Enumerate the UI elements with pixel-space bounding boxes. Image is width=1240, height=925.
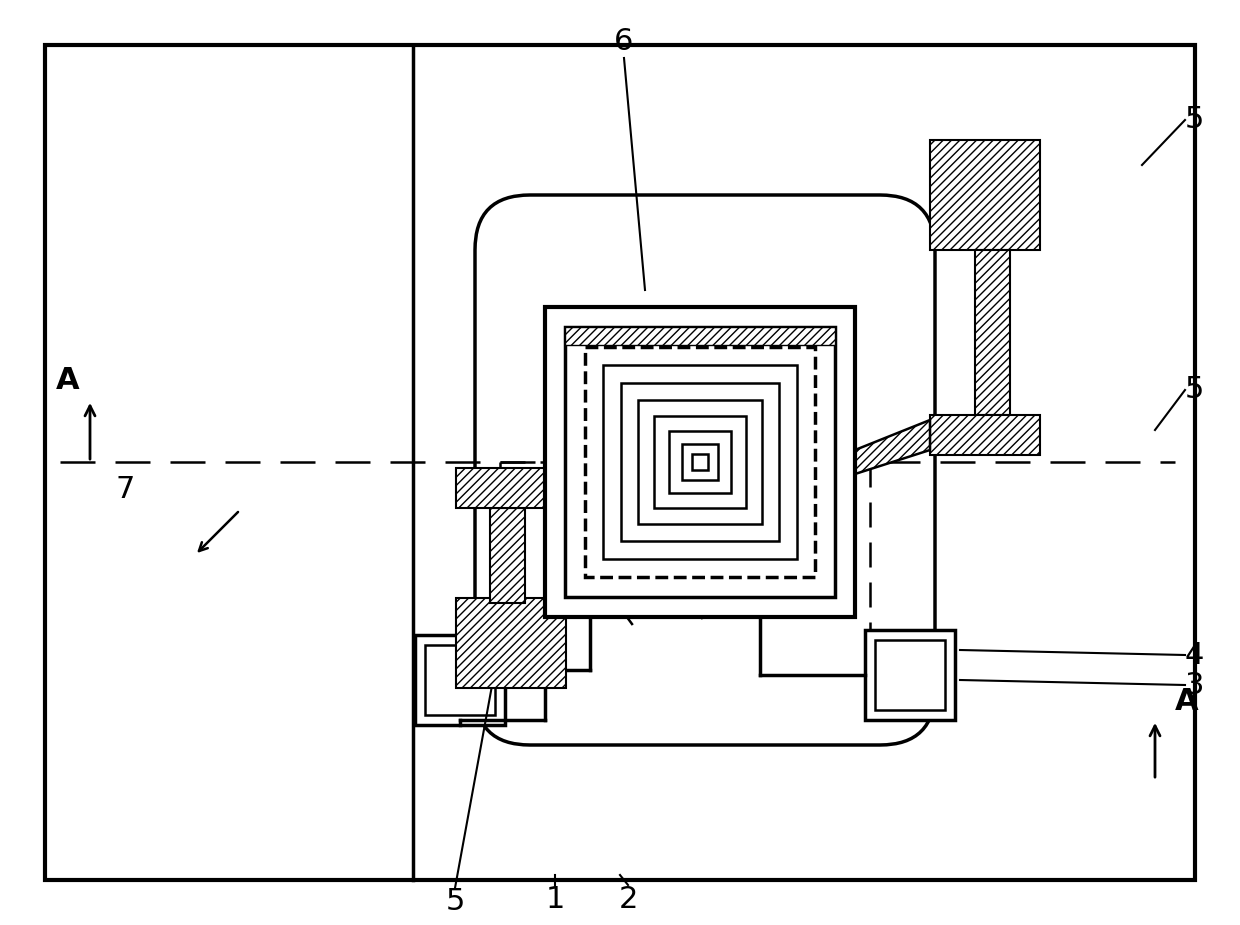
Bar [621,383,779,541]
Bar [585,347,815,577]
Text: 4: 4 [1185,640,1204,670]
Text: 1: 1 [546,885,564,915]
Bar [975,250,1011,415]
Bar [565,327,835,597]
Bar [670,431,732,493]
Bar [456,468,565,508]
Bar [639,400,763,524]
Bar [546,307,856,617]
Bar [603,365,797,559]
Text: 7: 7 [115,475,134,504]
Bar [875,640,945,710]
Text: 3: 3 [1185,671,1204,699]
Text: A: A [1176,687,1199,716]
Bar [425,645,495,715]
Polygon shape [546,450,565,503]
Bar [682,444,718,480]
Bar [565,327,835,345]
Bar [490,508,525,603]
Text: 6: 6 [614,28,634,56]
Bar [456,598,565,688]
Bar [930,415,1040,455]
Text: 5: 5 [1185,376,1204,404]
Bar [692,454,708,470]
Text: A: A [56,366,79,395]
Bar [930,140,1040,250]
Text: 5: 5 [1185,105,1204,134]
Bar [653,416,746,508]
Text: 5: 5 [445,887,465,917]
Text: 2: 2 [619,885,637,915]
FancyBboxPatch shape [475,195,935,745]
Bar [866,630,955,720]
Bar [415,635,505,725]
Polygon shape [856,420,930,474]
